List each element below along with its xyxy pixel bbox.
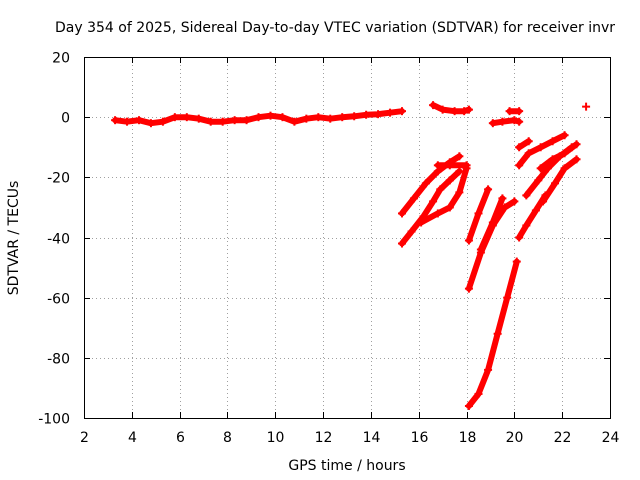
series-s19 bbox=[582, 102, 591, 111]
series-s4 bbox=[488, 116, 524, 128]
series-main bbox=[111, 107, 406, 128]
grid bbox=[84, 57, 610, 418]
series-s2 bbox=[429, 101, 473, 116]
series-line bbox=[465, 258, 520, 409]
x-tick-label: 4 bbox=[128, 430, 137, 446]
y-tick-labels: 20 0 -20 -40 -60 -80 -100 bbox=[38, 51, 70, 428]
axis-ticks bbox=[84, 57, 611, 419]
y-tick-label: -80 bbox=[47, 352, 70, 368]
x-tick-label: 22 bbox=[554, 430, 572, 446]
y-tick-label: -100 bbox=[38, 412, 70, 428]
x-tick-label: 24 bbox=[602, 430, 620, 446]
x-tick-label: 2 bbox=[80, 430, 89, 446]
y-tick-label: -20 bbox=[47, 171, 70, 187]
y-axis-label: SDTVAR / TECUs bbox=[6, 181, 22, 296]
series-s7 bbox=[417, 164, 471, 227]
series-s8 bbox=[433, 161, 471, 170]
series-s11 bbox=[476, 194, 507, 254]
chart-title: Day 354 of 2025, Sidereal Day-to-day VTE… bbox=[55, 20, 615, 36]
x-tick-label: 12 bbox=[315, 430, 333, 446]
series-s17 bbox=[536, 140, 581, 173]
x-tick-label: 16 bbox=[411, 430, 429, 446]
series-s3 bbox=[505, 107, 524, 116]
y-tick-label: -40 bbox=[47, 232, 70, 248]
x-tick-label: 6 bbox=[176, 430, 185, 446]
y-tick-label: 0 bbox=[61, 111, 70, 127]
series-s16 bbox=[539, 155, 581, 206]
x-tick-label: 14 bbox=[363, 430, 381, 446]
y-tick-label: -60 bbox=[47, 292, 70, 308]
x-tick-label: 20 bbox=[506, 430, 524, 446]
series-s18 bbox=[515, 137, 533, 152]
x-tick-labels: 2 4 6 8 10 12 14 16 18 20 22 24 bbox=[80, 430, 619, 446]
x-axis-label: GPS time / hours bbox=[288, 458, 405, 474]
x-tick-label: 10 bbox=[267, 430, 285, 446]
x-tick-label: 8 bbox=[223, 430, 232, 446]
plot-frame bbox=[84, 57, 611, 419]
series-s9 bbox=[464, 185, 493, 245]
series-line bbox=[537, 141, 580, 172]
series-line bbox=[540, 156, 580, 205]
y-tick-label: 20 bbox=[52, 51, 70, 67]
x-tick-label: 18 bbox=[459, 430, 477, 446]
data-traces bbox=[111, 101, 591, 410]
series-s14 bbox=[515, 131, 569, 170]
series-s12 bbox=[464, 257, 521, 410]
